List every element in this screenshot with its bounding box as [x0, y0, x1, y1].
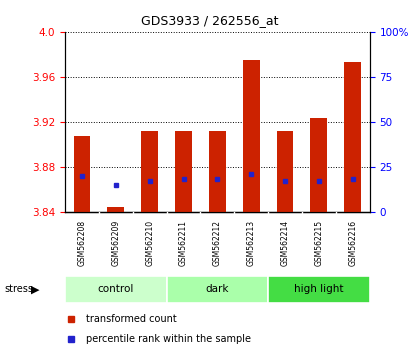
Text: GSM562210: GSM562210	[145, 220, 154, 266]
Text: GSM562212: GSM562212	[213, 220, 222, 266]
Text: ▶: ▶	[32, 284, 40, 295]
Bar	[141, 131, 158, 212]
Text: transformed count: transformed count	[87, 314, 177, 325]
Text: GSM562209: GSM562209	[111, 220, 121, 266]
Bar	[310, 118, 327, 212]
Bar	[209, 131, 226, 212]
Text: percentile rank within the sample: percentile rank within the sample	[87, 334, 252, 344]
Bar	[344, 62, 361, 212]
Bar	[167, 276, 268, 303]
Text: GSM562213: GSM562213	[247, 220, 256, 266]
Bar	[276, 131, 294, 212]
Bar	[175, 131, 192, 212]
Text: high light: high light	[294, 284, 344, 295]
Text: GDS3933 / 262556_at: GDS3933 / 262556_at	[141, 14, 279, 27]
Bar	[243, 60, 260, 212]
Text: control: control	[98, 284, 134, 295]
Text: GSM562211: GSM562211	[179, 220, 188, 266]
Text: dark: dark	[206, 284, 229, 295]
Text: GSM562215: GSM562215	[314, 220, 323, 266]
Bar	[108, 207, 124, 212]
Text: stress: stress	[4, 284, 33, 295]
Text: GSM562208: GSM562208	[78, 220, 87, 266]
Bar	[65, 276, 167, 303]
Bar	[74, 136, 90, 212]
Text: GSM562214: GSM562214	[281, 220, 289, 266]
Bar	[268, 276, 370, 303]
Text: GSM562216: GSM562216	[348, 220, 357, 266]
